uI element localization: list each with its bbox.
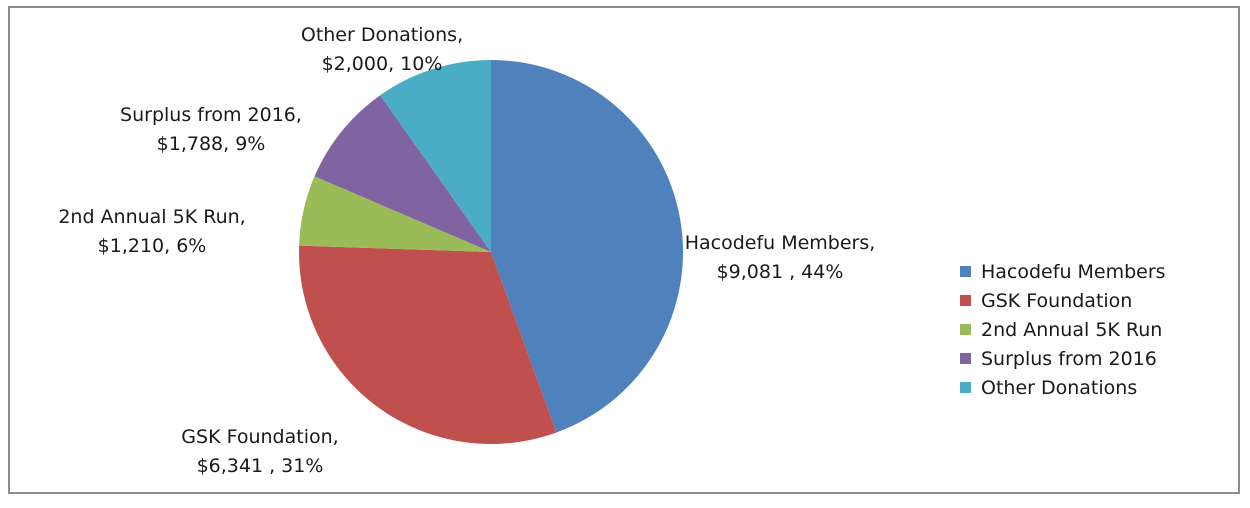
data-label-line: $9,081 , 44% (717, 261, 844, 283)
pie-chart: Hacodefu Members, $9,081 , 44% GSK Foundat… (58, 24, 1166, 477)
data-label-line: $1,788, 9% (157, 133, 266, 155)
legend-swatch (960, 382, 971, 393)
pie-slice-other-donations (380, 59, 491, 252)
data-label-surplus-from-2016: Surplus from 2016, $1,788, 9% (120, 104, 302, 155)
legend-swatch (960, 353, 971, 364)
data-label-2nd-annual-5k-run: 2nd Annual 5K Run, $1,210, 6% (58, 206, 245, 257)
legend-swatch (960, 295, 971, 306)
legend: Hacodefu Members GSK Foundation 2nd Annual… (960, 261, 1166, 399)
legend-item-surplus-from-2016: Surplus from 2016 (960, 348, 1157, 370)
data-label-gsk-foundation: GSK Foundation, $6,341 , 31% (181, 426, 338, 477)
legend-item-2nd-annual-5k-run: 2nd Annual 5K Run (960, 319, 1162, 341)
data-label-line: 2nd Annual 5K Run, (58, 206, 245, 228)
data-label-hacodefu-members: Hacodefu Members, $9,081 , 44% (685, 232, 876, 283)
data-label-line: Surplus from 2016, (120, 104, 302, 126)
legend-item-other-donations: Other Donations (960, 377, 1137, 399)
pie-slice-2nd-annual-5k-run (299, 176, 491, 252)
pie-slice-surplus-from-2016 (314, 95, 491, 252)
data-label-line: GSK Foundation, (181, 426, 338, 448)
data-label-line: Other Donations, (301, 24, 463, 46)
data-labels: Hacodefu Members, $9,081 , 44% GSK Foundat… (58, 24, 875, 477)
legend-item-gsk-foundation: GSK Foundation (960, 290, 1132, 312)
chart-frame: Hacodefu Members, $9,081 , 44% GSK Foundat… (8, 6, 1240, 494)
pie-slice-hacodefu-members (491, 60, 684, 433)
data-label-line: $1,210, 6% (98, 235, 207, 257)
legend-label: Hacodefu Members (981, 261, 1166, 283)
data-label-other-donations: Other Donations, $2,000, 10% (301, 24, 463, 75)
data-label-line: $6,341 , 31% (197, 455, 324, 477)
legend-label: Surplus from 2016 (981, 348, 1157, 370)
legend-label: GSK Foundation (981, 290, 1132, 312)
data-label-line: Hacodefu Members, (685, 232, 876, 254)
legend-swatch (960, 324, 971, 335)
pie-slices (298, 59, 684, 445)
data-label-line: $2,000, 10% (322, 53, 443, 75)
legend-item-hacodefu-members: Hacodefu Members (960, 261, 1166, 283)
pie-slice-gsk-foundation (298, 245, 557, 445)
legend-label: 2nd Annual 5K Run (981, 319, 1162, 341)
legend-swatch (960, 266, 971, 277)
legend-label: Other Donations (981, 377, 1137, 399)
